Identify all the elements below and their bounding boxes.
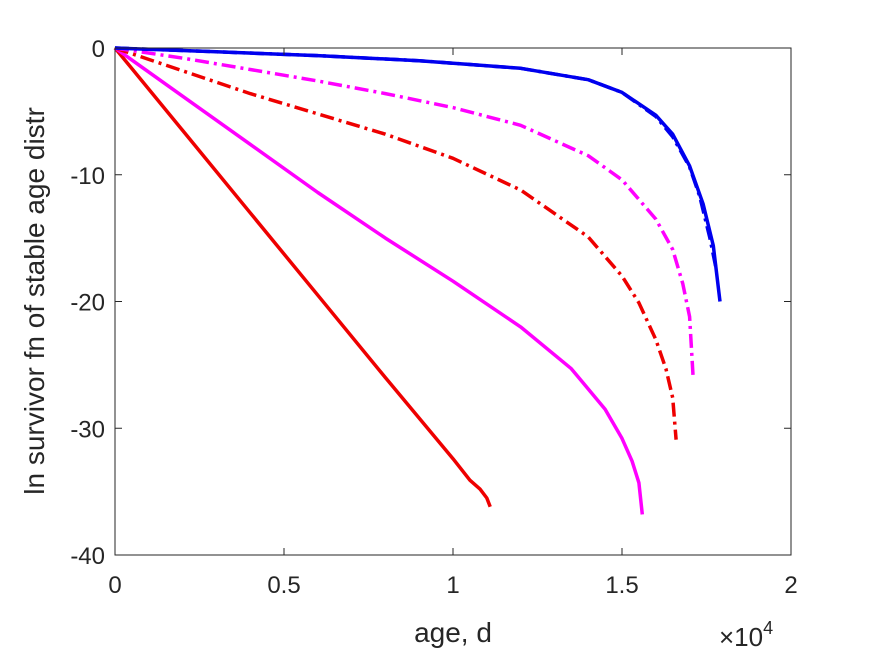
series-line-6 bbox=[114, 46, 722, 302]
series-line-4 bbox=[114, 46, 695, 376]
x-exponent-power: 4 bbox=[763, 618, 773, 638]
y-tick-label: -10 bbox=[70, 163, 105, 190]
x-exponent-label: ×104 bbox=[719, 618, 773, 652]
x-axis-label: age, d bbox=[414, 617, 492, 648]
series-layer bbox=[113, 46, 722, 515]
y-axis-label: ln survivor fn of stable age distr bbox=[19, 107, 50, 495]
series-line-1 bbox=[113, 46, 492, 508]
series-line-3 bbox=[114, 46, 678, 440]
plot-area bbox=[115, 48, 791, 555]
x-tick-label: 0.5 bbox=[267, 572, 300, 599]
x-exponent-base: ×10 bbox=[719, 622, 763, 652]
y-tick-label: -40 bbox=[70, 543, 105, 570]
x-tick-label: 1 bbox=[446, 572, 459, 599]
y-tick-label: -20 bbox=[70, 290, 105, 317]
x-tick-label: 0 bbox=[108, 572, 121, 599]
axis-layer: 0 0.5 1 1.5 2 0 -10 -20 -30 -40 bbox=[70, 36, 797, 599]
y-tick-label: -30 bbox=[70, 416, 105, 443]
y-tick-label: 0 bbox=[92, 36, 105, 63]
series-line-2 bbox=[113, 46, 645, 515]
x-tick-label: 1.5 bbox=[605, 572, 638, 599]
x-tick-label: 2 bbox=[784, 572, 797, 599]
